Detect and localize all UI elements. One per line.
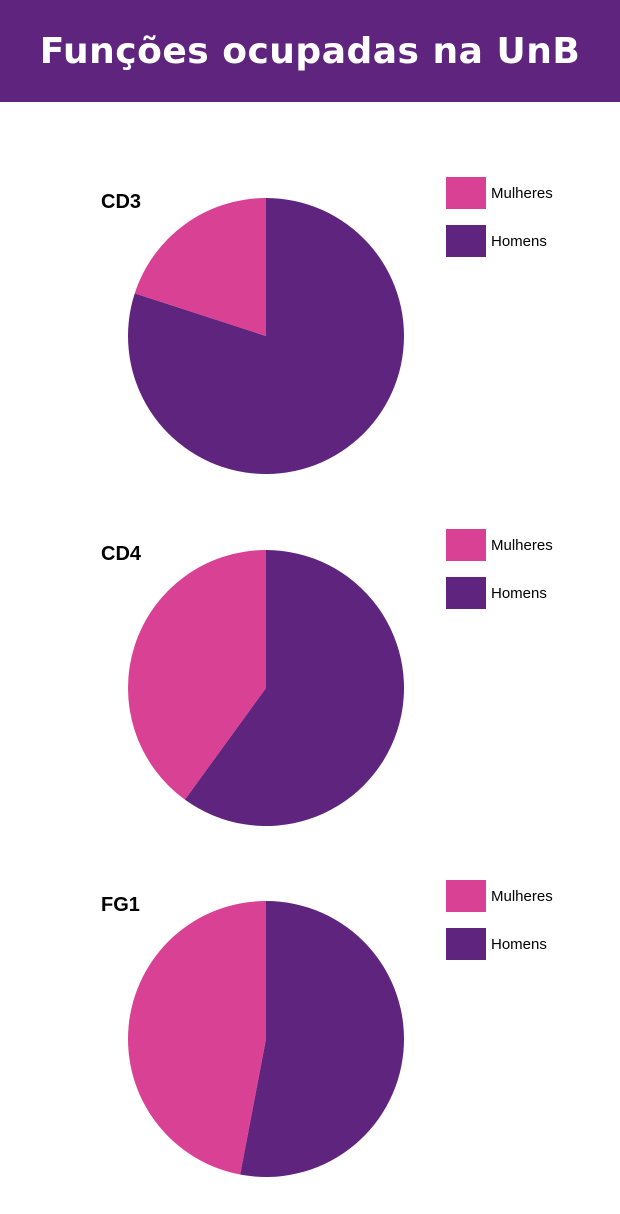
chart-panel-cd4: CD4 Mulheres Homens [0,529,620,863]
legend-item-homens: Homens [446,225,606,257]
pie-chart-fg1 [127,901,404,1177]
legend-swatch-homens [446,577,486,609]
chart-title: FG1 [101,894,140,916]
chart-legend: Mulheres Homens [446,177,606,273]
chart-legend: Mulheres Homens [446,529,606,625]
legend-item-mulheres: Mulheres [446,880,606,912]
legend-swatch-mulheres [446,177,486,209]
legend-item-mulheres: Mulheres [446,177,606,209]
page-title: Funções ocupadas na UnB [39,30,581,72]
legend-swatch-homens [446,928,486,960]
legend-item-mulheres: Mulheres [446,529,606,561]
pie-chart-cd4 [127,550,404,826]
legend-swatch-homens [446,225,486,257]
legend-item-homens: Homens [446,577,606,609]
legend-label-homens: Homens [491,935,547,953]
legend-label-mulheres: Mulheres [491,887,553,905]
legend-label-mulheres: Mulheres [491,536,553,554]
legend-item-homens: Homens [446,928,606,960]
legend-swatch-mulheres [446,880,486,912]
pie-slice-mulheres [127,901,266,1175]
legend-label-mulheres: Mulheres [491,184,553,202]
pie-chart-cd3 [128,198,404,474]
pie-slice-homens [240,901,404,1177]
page-header: Funções ocupadas na UnB [0,0,620,102]
legend-swatch-mulheres [446,529,486,561]
chart-legend: Mulheres Homens [446,880,606,976]
chart-panel-fg1: FG1 Mulheres Homens [0,880,620,1214]
legend-label-homens: Homens [491,584,547,602]
pie-slice-homens [184,550,404,826]
pie-slice-mulheres [134,198,266,336]
legend-label-homens: Homens [491,232,547,250]
pie-slice-mulheres [127,550,266,800]
chart-title: CD3 [101,191,142,213]
chart-title: CD4 [101,543,142,565]
chart-panel-cd3: CD3 Mulheres Homens [0,177,620,511]
